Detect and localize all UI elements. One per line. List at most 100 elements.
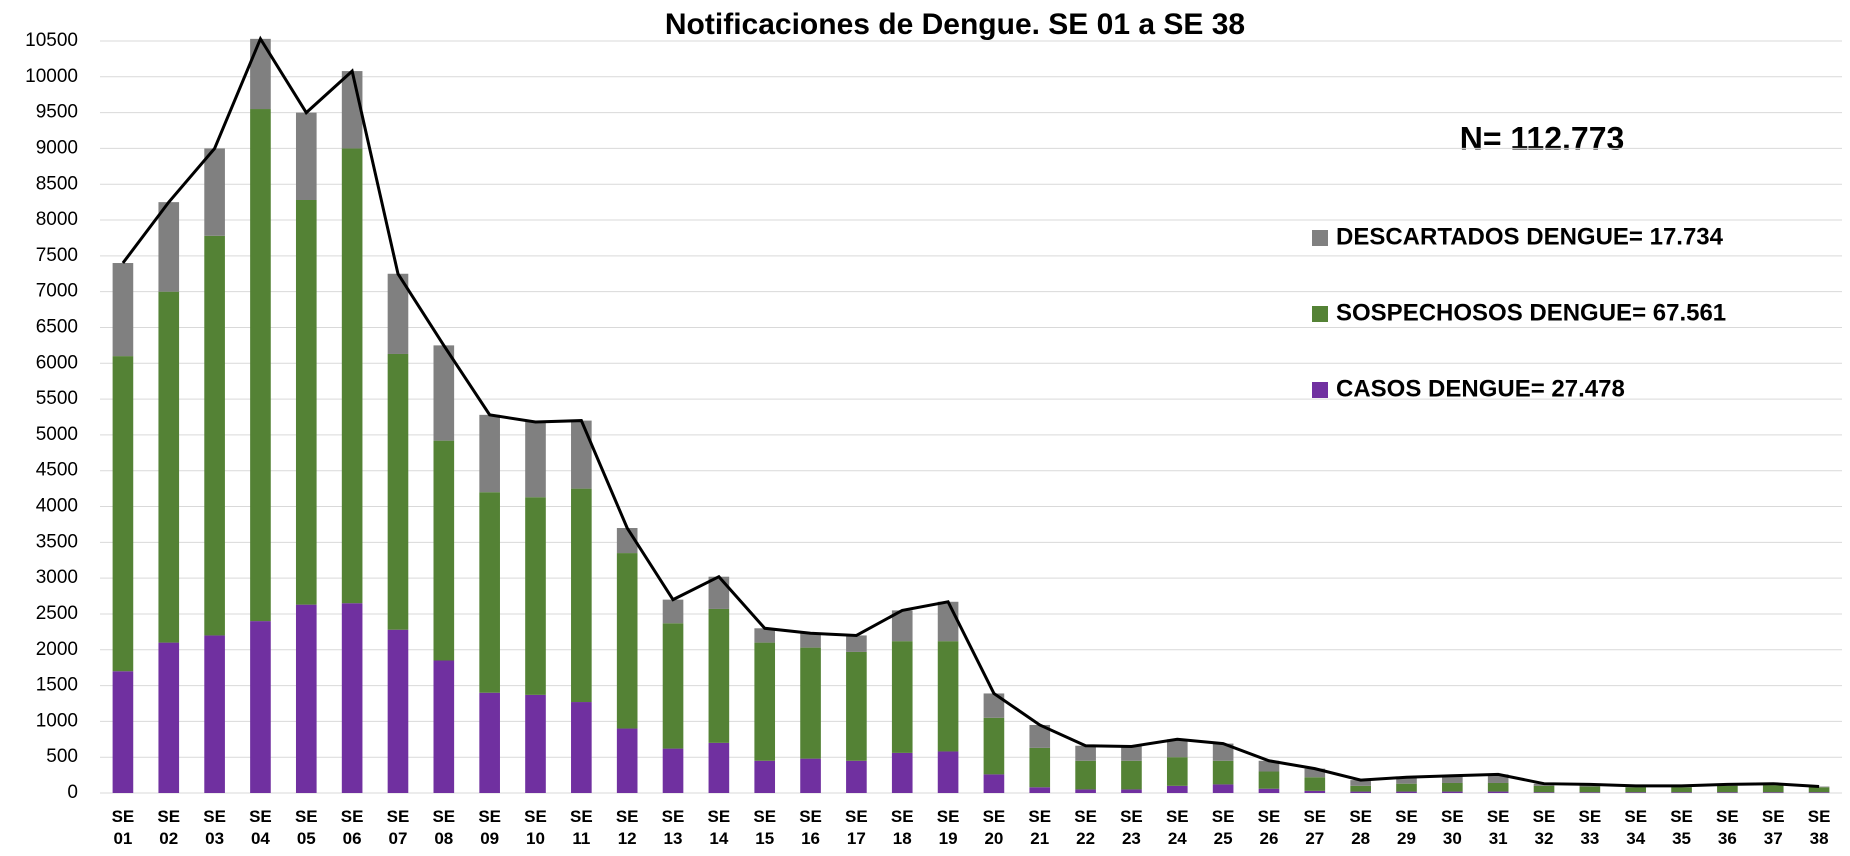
bar-segment	[800, 633, 821, 648]
bar-segment	[1121, 746, 1142, 761]
x-tick-label: SE 06	[340, 807, 364, 848]
bar-segment	[891, 641, 913, 753]
bar-segment	[1121, 760, 1142, 790]
x-tick-label: SE 33	[1578, 807, 1602, 848]
x-tick-label: SE 11	[569, 807, 593, 848]
bar-segment	[1075, 760, 1096, 790]
bar-segment	[662, 748, 684, 793]
bar-segment	[1212, 743, 1234, 761]
bar-segment	[983, 717, 1005, 775]
x-tick-label: SE 31	[1486, 807, 1510, 848]
y-tick-label: 5500	[36, 388, 78, 409]
y-tick-label: 1500	[36, 675, 78, 696]
bar-segment	[800, 758, 821, 793]
bar-segment	[1350, 780, 1371, 786]
bar-segment	[891, 610, 913, 642]
x-tick-label: SE 17	[845, 807, 868, 848]
y-tick-label: 4000	[36, 496, 78, 517]
bar-segment	[1579, 786, 1601, 793]
x-tick-label: SE 02	[157, 807, 181, 848]
bar-segment	[846, 760, 867, 793]
x-tick-label: SE 09	[478, 807, 501, 848]
x-tick-label: SE 08	[432, 807, 456, 848]
bar-segment	[846, 651, 867, 761]
bar-segment	[800, 647, 821, 759]
bar-segment	[891, 752, 913, 793]
bar-segment	[1258, 771, 1280, 789]
bar-segment	[112, 356, 134, 672]
bar-segment	[1671, 787, 1692, 793]
bar-segment	[662, 599, 684, 624]
x-tick-label: SE 20	[982, 807, 1006, 848]
bar-segment	[250, 621, 271, 793]
bar-segment	[708, 742, 730, 793]
x-tick-label: SE 16	[799, 807, 822, 848]
bar-segment	[1396, 777, 1417, 784]
y-tick-label: 8000	[36, 209, 78, 230]
bar-segment	[1304, 790, 1326, 793]
y-tick-label: 3500	[36, 531, 78, 552]
bar-segment	[1579, 792, 1601, 793]
y-tick-label: 4500	[36, 460, 78, 481]
legend-label: SOSPECHOSOS DENGUE= 67.561	[1336, 299, 1726, 326]
x-tick-label: SE 35	[1670, 807, 1693, 848]
bar-segment	[1166, 757, 1188, 786]
bar-segment	[1075, 789, 1096, 793]
x-tick-label: SE 14	[707, 807, 731, 848]
bar-segment	[250, 109, 271, 622]
bar-segment	[479, 692, 500, 793]
x-tick-label: SE 03	[203, 807, 226, 848]
bar-segment	[1258, 788, 1280, 793]
y-tick-label: 6000	[36, 352, 78, 373]
bar-segment	[525, 422, 546, 498]
x-tick-label: SE 04	[249, 807, 272, 848]
bar-segment	[204, 235, 225, 636]
bar-segment	[112, 671, 134, 793]
bar-segment	[1212, 760, 1234, 785]
bar-segment	[1671, 792, 1692, 793]
bar-segment	[754, 760, 776, 793]
bar-segment	[1442, 791, 1463, 793]
bar-segment	[1487, 782, 1509, 792]
y-tick-label: 7000	[36, 281, 78, 302]
x-tick-label: SE 27	[1303, 807, 1327, 848]
x-tick-label: SE 29	[1395, 807, 1418, 848]
bar-segment	[433, 440, 455, 661]
bar-segment	[1396, 783, 1417, 792]
bar-segment	[1717, 785, 1738, 793]
x-tick-label: SE 28	[1349, 807, 1372, 848]
bar-segment	[1442, 775, 1463, 783]
x-tick-label: SE 18	[890, 807, 914, 848]
bar-segment	[1166, 785, 1188, 793]
bar-segment	[479, 492, 500, 693]
x-tick-label: SE 07	[386, 807, 410, 848]
bar-segment	[1442, 782, 1463, 792]
bar-segment	[387, 353, 409, 630]
chart-title: Notificaciones de Dengue. SE 01 a SE 38	[665, 8, 1245, 41]
x-tick-label: SE 25	[1211, 807, 1235, 848]
bar-segment	[571, 488, 592, 703]
x-tick-label: SE 38	[1807, 807, 1831, 848]
bar-segment	[341, 148, 363, 604]
x-tick-label: SE 12	[615, 807, 639, 848]
bar-segment	[616, 728, 638, 793]
bar-segment	[204, 635, 225, 793]
x-tick-label: SE 30	[1440, 807, 1464, 848]
x-tick-label: SE 23	[1120, 807, 1143, 848]
bar-segment	[983, 774, 1005, 793]
bar-segment	[1533, 785, 1555, 793]
x-tick-label: SE 22	[1074, 807, 1097, 848]
bar-segment	[479, 414, 500, 493]
bar-segment	[295, 604, 317, 793]
x-tick-label: SE 37	[1761, 807, 1785, 848]
y-tick-label: 10000	[25, 66, 78, 87]
bar-segment	[1258, 760, 1280, 772]
bar-segment	[1166, 739, 1188, 758]
bar-segment	[937, 641, 959, 752]
bar-segment	[1533, 792, 1555, 793]
y-tick-label: 2500	[36, 603, 78, 624]
bar-segment	[616, 553, 638, 729]
x-tick-label: SE 05	[294, 807, 318, 848]
bar-segment	[387, 273, 409, 354]
